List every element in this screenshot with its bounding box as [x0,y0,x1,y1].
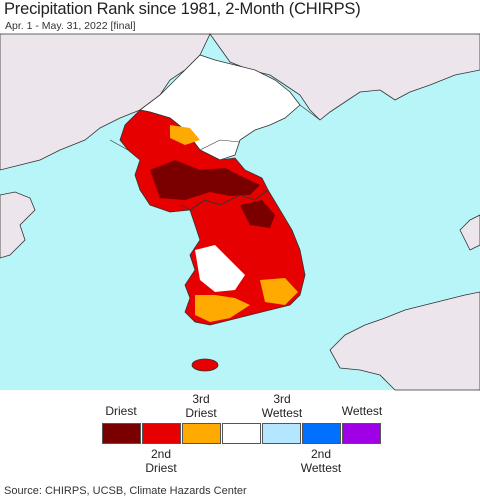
legend-swatch [342,423,381,444]
land-nk-orange [170,125,200,145]
border-lines [109,104,321,211]
land-jeju [191,358,219,372]
legend-label-3rd-driest: 3rd Driest [185,392,217,420]
land-sk-orange-east [260,278,298,305]
legend-swatch [222,423,261,444]
legend-swatch [182,423,221,444]
legend-swatch [142,423,181,444]
legend-swatch [302,423,341,444]
land-china-south [0,191,36,259]
legend-label-driest: Driest [105,404,137,418]
land-japan-north [459,214,480,251]
land-sk-orange [195,295,250,322]
legend-label-3rd-wettest: 3rd Wettest [261,392,303,420]
land-nk-driest [150,160,260,200]
source-credit: Source: CHIRPS, UCSB, Climate Hazards Ce… [4,485,247,497]
legend-swatch [102,423,141,444]
legend-label-wettest: Wettest [341,404,383,418]
legend-swatch [262,423,301,444]
land-sk-white [195,245,245,292]
land-japan [329,291,480,391]
land-russia [209,33,480,121]
legend-label-2nd-driest: 2nd Driest [145,447,177,475]
land-sk-driest [240,200,275,228]
legend-label-2nd-wettest: 2nd Wettest [300,447,342,475]
map-subtitle: Apr. 1 - May. 31, 2022 [final] [5,20,136,32]
map-title: Precipitation Rank since 1981, 2-Month (… [4,0,361,18]
